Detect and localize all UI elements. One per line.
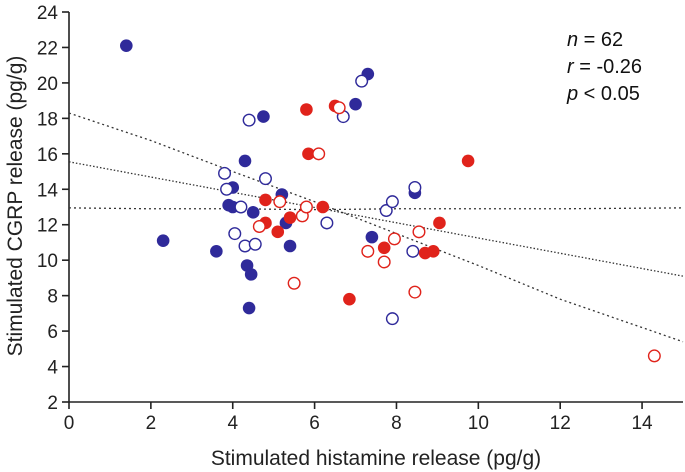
blue-filled-point: [246, 206, 260, 219]
blue-open-point: [320, 216, 334, 230]
x-tick-label: 2: [146, 413, 157, 434]
y-tick-label: 2: [47, 393, 58, 414]
red-filled-point: [259, 193, 272, 207]
data-points: [120, 39, 661, 363]
x-tick-label: 12: [550, 413, 571, 434]
blue-filled-point: [120, 39, 133, 52]
confidence-band-upper: [68, 207, 684, 211]
x-tick-label: 0: [64, 413, 75, 434]
x-tick-label: 10: [468, 413, 489, 434]
stat-n: n = 62: [567, 29, 623, 51]
red-open-point: [312, 147, 326, 161]
blue-filled-point: [244, 268, 258, 281]
blue-filled-point: [349, 97, 362, 111]
y-tick-label: 22: [37, 38, 58, 59]
stat-p-value: < 0.05: [578, 83, 640, 105]
stats-annotation: n = 62 r = -0.26 p < 0.05: [566, 29, 642, 105]
red-filled-point: [343, 292, 356, 306]
blue-filled-point: [238, 154, 252, 168]
blue-open-point: [355, 74, 369, 88]
red-filled-point: [427, 245, 440, 258]
stat-p-label: p: [566, 83, 578, 105]
y-tick-label: 4: [47, 358, 58, 379]
y-tick-label: 8: [47, 287, 58, 308]
red-open-point: [408, 285, 422, 299]
blue-open-point: [385, 195, 399, 209]
red-filled-point: [316, 200, 330, 214]
red-filled-point: [461, 154, 475, 168]
x-tick-label: 4: [227, 413, 238, 434]
red-open-point: [252, 219, 266, 233]
red-open-point: [647, 349, 661, 363]
blue-open-point: [408, 180, 422, 194]
x-tick-label: 14: [631, 413, 653, 434]
stat-r-label: r: [567, 56, 575, 78]
red-open-point: [273, 195, 287, 209]
red-filled-point: [300, 103, 313, 116]
blue-filled-point: [283, 239, 297, 253]
stat-r: r = -0.26: [567, 56, 642, 78]
blue-open-point: [234, 200, 248, 214]
blue-filled-point: [242, 301, 256, 315]
blue-open-point: [218, 166, 232, 180]
stat-r-value: = -0.26: [574, 56, 642, 78]
red-filled-point: [377, 241, 391, 255]
stat-p: p < 0.05: [566, 83, 640, 105]
x-tick-label: 6: [309, 413, 320, 434]
blue-open-point: [385, 312, 399, 326]
blue-filled-point: [365, 230, 379, 244]
red-open-point: [287, 276, 301, 290]
regression-line: [68, 161, 684, 277]
stat-n-value: = 62: [578, 29, 623, 51]
red-open-point: [299, 200, 313, 214]
y-tick-label: 18: [37, 109, 58, 130]
blue-open-point: [258, 172, 272, 186]
blue-open-point: [242, 113, 256, 127]
red-filled-point: [283, 211, 297, 224]
y-tick-label: 14: [37, 180, 59, 201]
y-tick-label: 24: [37, 3, 59, 24]
x-axis-label: Stimulated histamine release (pg/g): [211, 447, 541, 470]
blue-open-point: [406, 244, 420, 258]
y-tick-label: 6: [47, 322, 58, 343]
red-open-point: [377, 255, 391, 269]
blue-open-point: [379, 204, 393, 218]
confidence-band-lower: [68, 112, 684, 343]
y-tick-label: 10: [37, 251, 58, 272]
blue-open-point: [248, 237, 262, 251]
blue-filled-point: [156, 234, 170, 247]
x-tick-label: 8: [391, 413, 402, 434]
regression-lines: [68, 112, 684, 343]
red-open-point: [361, 244, 375, 258]
blue-open-point: [228, 227, 242, 241]
stat-n-label: n: [567, 29, 578, 51]
blue-open-point: [220, 182, 234, 196]
y-axis-label: Stimulated CGRP release (pg/g): [4, 56, 27, 357]
red-open-point: [387, 232, 401, 246]
blue-filled-point: [257, 110, 270, 123]
blue-filled-point: [210, 245, 223, 258]
red-open-point: [412, 225, 426, 239]
red-filled-point: [271, 225, 285, 239]
y-tick-label: 12: [37, 216, 58, 237]
red-open-point: [332, 101, 346, 115]
red-filled-point: [302, 147, 315, 161]
y-tick-label: 16: [37, 145, 58, 166]
red-filled-point: [433, 216, 446, 230]
y-tick-label: 20: [37, 74, 58, 95]
